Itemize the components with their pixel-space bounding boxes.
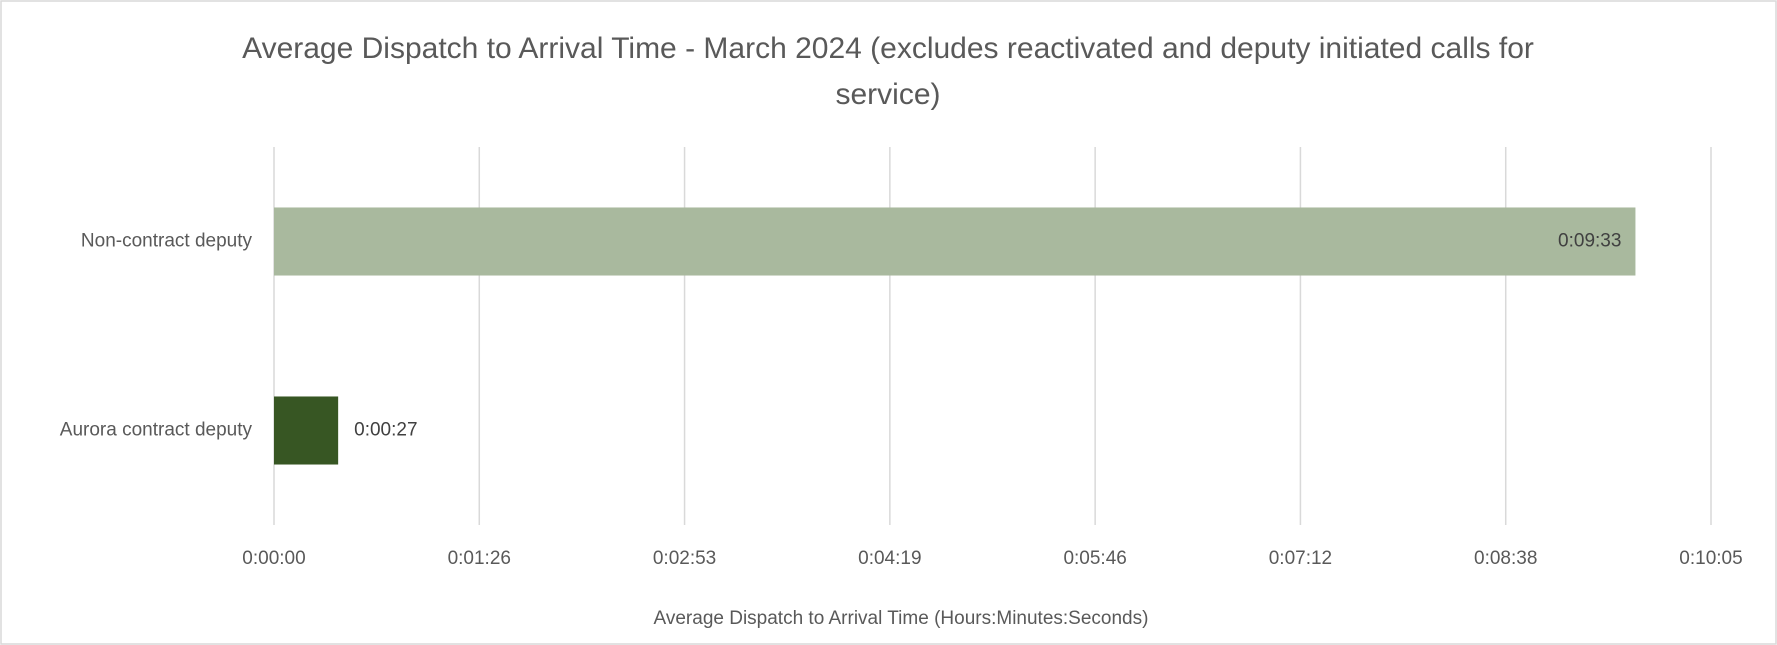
- x-axis-title: Average Dispatch to Arrival Time (Hours:…: [654, 608, 1149, 629]
- x-tick-label: 0:07:12: [1269, 548, 1332, 569]
- x-tick-label: 0:05:46: [1063, 548, 1126, 569]
- x-tick-label: 0:04:19: [858, 548, 921, 569]
- data-label: 0:09:33: [1558, 231, 1621, 252]
- x-tick-label: 0:01:26: [448, 548, 511, 569]
- x-tick-label: 0:02:53: [653, 548, 716, 569]
- x-tick-label: 0:10:05: [1679, 548, 1742, 569]
- y-tick-label: Aurora contract deputy: [60, 420, 253, 441]
- y-tick-label: Non-contract deputy: [81, 231, 253, 252]
- bar: [274, 396, 339, 465]
- data-label: 0:00:27: [354, 420, 417, 441]
- x-tick-label: 0:00:00: [242, 548, 305, 569]
- x-tick-label: 0:08:38: [1474, 548, 1537, 569]
- chart-title: Average Dispatch to Arrival Time - March…: [242, 32, 1534, 111]
- bar: [274, 207, 1636, 276]
